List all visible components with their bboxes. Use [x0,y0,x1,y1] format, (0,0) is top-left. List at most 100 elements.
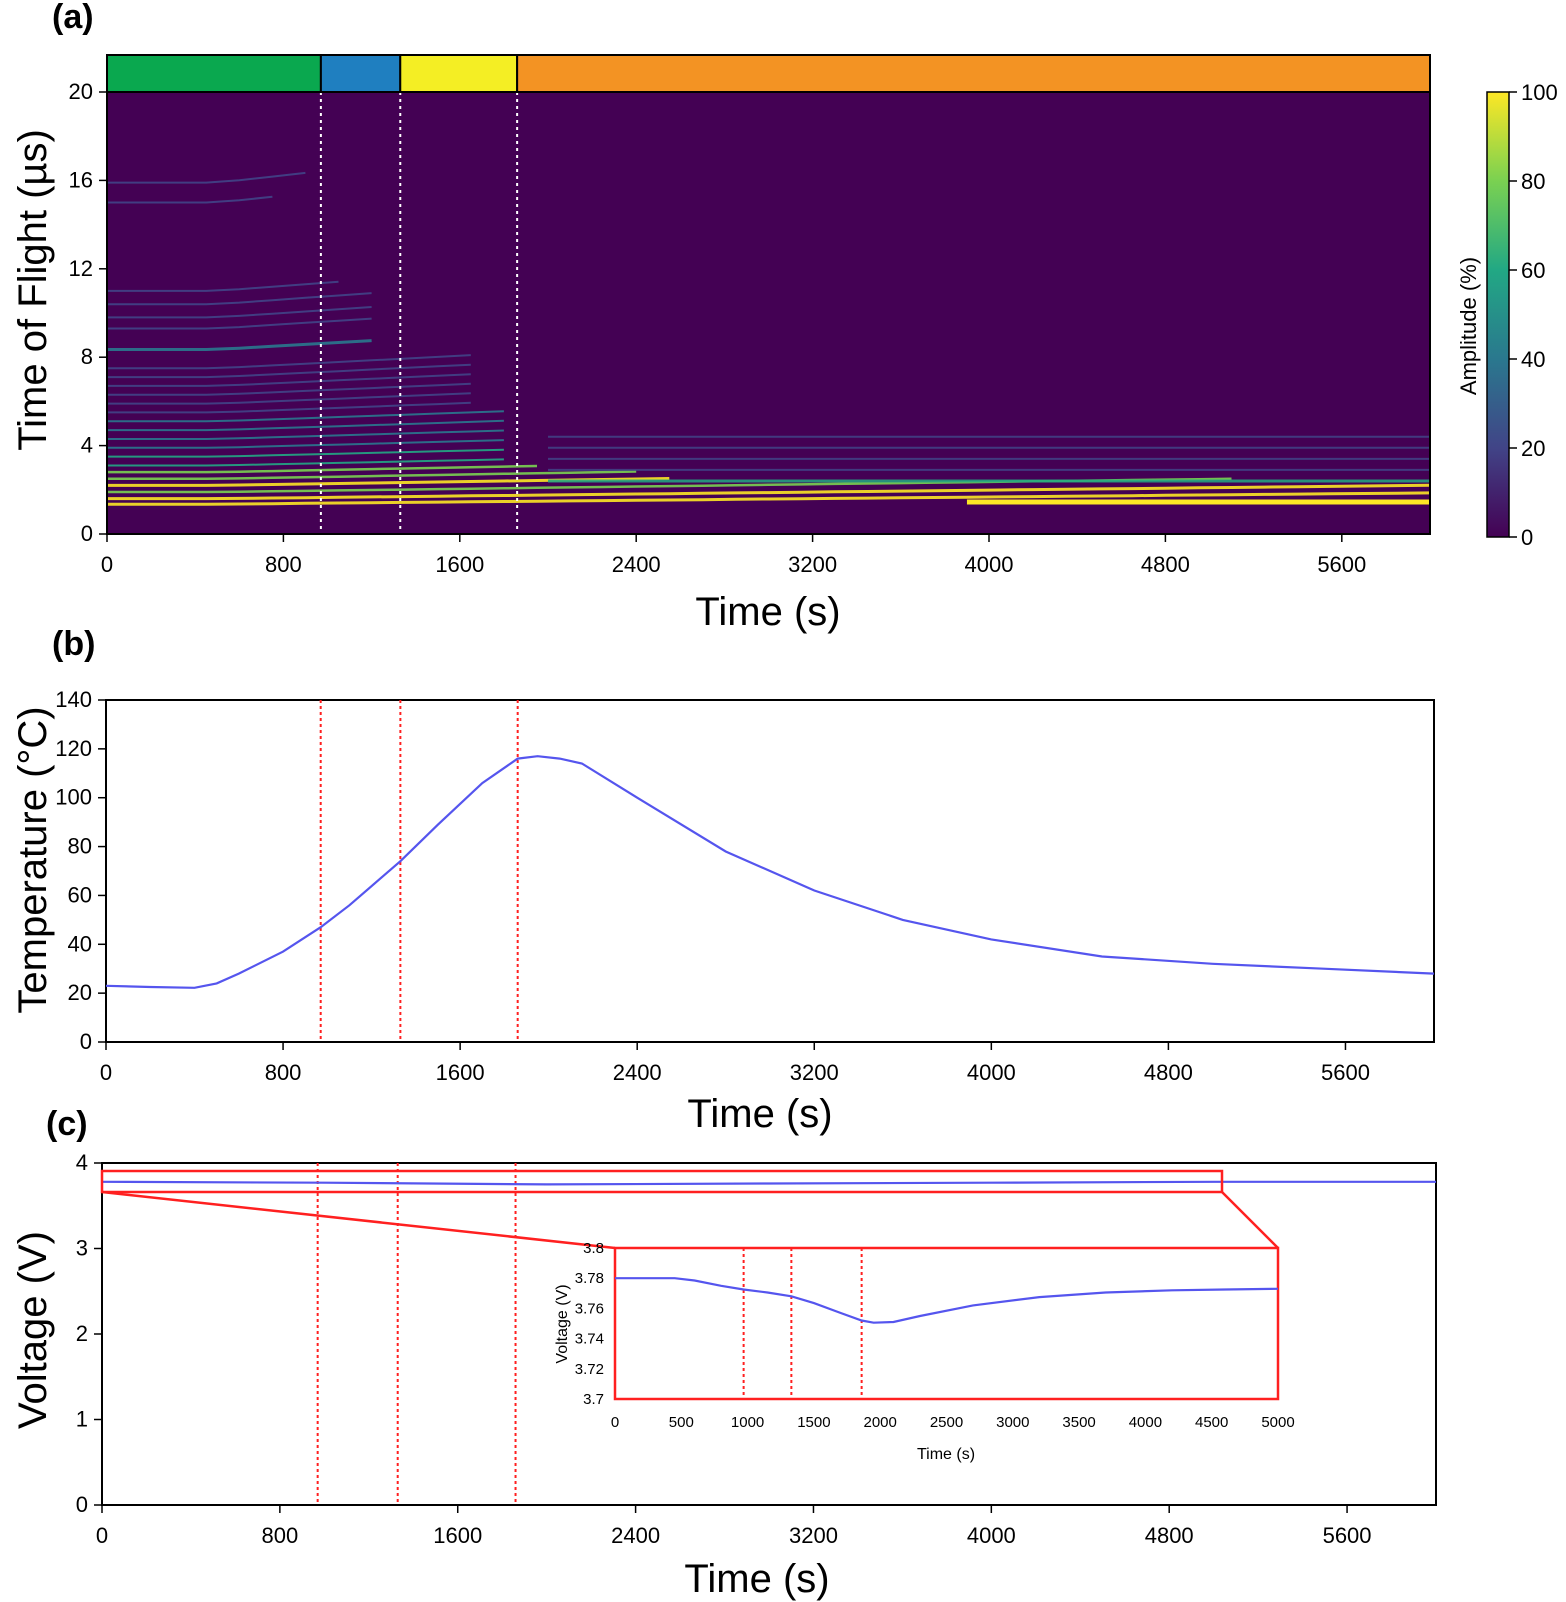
y-tick-label: 60 [68,882,92,907]
y-tick-label: 140 [55,687,92,712]
y-tick-label: 16 [69,167,93,192]
y-tick-label: 1 [76,1407,88,1432]
x-tick-label: 4800 [1144,1060,1193,1085]
inset-x-tick-label: 1000 [731,1414,764,1431]
heatmap-background [107,92,1430,534]
x-tick-label: 1600 [436,1060,485,1085]
y-axis: 0 4 8 12 16 20 [69,79,107,546]
temperature-line [106,755,1434,989]
panel-a: (a) 0 800 1600 2400 3200 4000 4800 5600 0481216… [11,0,1558,634]
phase-segment [319,54,402,93]
inset-x-tick-label: 3000 [996,1414,1029,1431]
inset-y-tick-label: 3.76 [575,1300,604,1317]
heatmap-band [107,464,538,474]
inset-x-tick-label: 3500 [1062,1414,1095,1431]
heatmap-frame [106,91,1431,535]
y-tick-label: 20 [68,980,92,1005]
heatmap-band [107,448,504,458]
x-tick-label: 0 [96,1523,108,1548]
zoom-connector-line [1221,1191,1279,1249]
heatmap-band [107,354,471,370]
x-axis-title: Time (s) [695,590,840,634]
zoom-connector-line [101,1190,616,1250]
heatmap-band [107,317,372,330]
colorbar-tick-label: 0 [1521,525,1533,550]
colorbar-title: Amplitude (%) [1456,257,1481,395]
colorbar-tick-label: 40 [1521,347,1545,372]
zoom-connectors [101,1190,1279,1250]
heatmap-band [107,382,471,396]
x-tick-label: 4800 [1141,552,1190,577]
colorbar-tick-label: 100 [1521,80,1558,105]
colorbar-tick-label: 80 [1521,169,1545,194]
phase-segment [106,54,322,93]
phase-segment [516,54,1431,93]
x-axis: 0 800 1600 2400 3200 4000 4800 5600 [101,534,1366,577]
x-tick-label: 1600 [435,552,484,577]
inset-plot: 0 500 1000 1500 2000 2500 3000 3500 4000 4500 5000… [554,1240,1295,1463]
x-tick-label: 2400 [613,1060,662,1085]
y-tick-label: 80 [68,834,92,859]
phase-segment [399,54,519,93]
heatmap-band [107,439,504,449]
colorbar-tick-label: 60 [1521,258,1545,283]
inset-x-tick-label: 500 [669,1414,694,1431]
y-tick-label: 8 [81,344,93,369]
inset-y-axis-title: Voltage (V) [554,1284,571,1363]
y-tick-label: 40 [68,931,92,956]
colorbar [1486,91,1510,538]
y-tick-label: 4 [81,433,93,458]
y-tick-label: 100 [55,785,92,810]
inset-voltage-line [615,1277,1279,1324]
heatmap-band [107,280,339,292]
x-tick-label: 4000 [967,1060,1016,1085]
phase-bar [106,54,1431,93]
y-axis: 0 20 40 60 80 100 120 140 [55,687,106,1054]
panel-b: (b) 0 800 1600 2400 3200 4000 4800 5600 0 20 40 60… [11,625,1435,1136]
heatmap-band [107,171,306,184]
inset-y-axis: 3.7 3.72 3.74 3.76 3.78 3.8 [575,1240,604,1408]
heatmap-band [107,373,471,387]
panel-c-label: (c) [46,1105,88,1143]
y-axis-title: Temperature (°C) [11,706,55,1013]
y-tick-label: 0 [76,1492,88,1517]
inset-x-tick-label: 5000 [1261,1414,1294,1431]
inset-x-tick-label: 4500 [1195,1414,1228,1431]
voltage-line [101,1180,1436,1186]
x-tick-label: 3200 [788,552,837,577]
y-tick-label: 0 [81,521,93,546]
panel-a-label: (a) [52,0,94,36]
inset-x-tick-label: 2000 [864,1414,897,1431]
heatmap-band [107,339,372,351]
x-tick-label: 5600 [1321,1060,1370,1085]
y-axis: 0 1 2 3 4 [76,1150,102,1517]
x-axis-title: Time (s) [687,1092,832,1136]
x-axis: 0 800 1600 2400 3200 4000 4800 5600 [96,1505,1372,1548]
inset-y-tick-label: 3.8 [583,1240,604,1257]
inset-x-axis: 0 500 1000 1500 2000 2500 3000 3500 4000 4500 5000 [611,1414,1295,1431]
x-tick-label: 3200 [789,1523,838,1548]
inset-phase-markers [742,1248,863,1399]
inset-y-tick-label: 3.72 [575,1361,604,1378]
inset-x-tick-label: 1500 [797,1414,830,1431]
y-tick-label: 12 [69,256,93,281]
heatmap-band [107,429,504,440]
heatmap-band [107,306,372,319]
heatmap-band [107,392,471,405]
y-tick-label: 4 [76,1150,88,1175]
heatmap-band [107,410,504,423]
zoom-region-box [100,1169,1224,1194]
x-tick-label: 2400 [611,1523,660,1548]
x-axis-title: Time (s) [684,1557,829,1601]
inset-y-tick-label: 3.74 [575,1331,604,1348]
heatmap-band [107,195,273,204]
y-tick-label: 20 [69,79,93,104]
heatmap-band [107,458,504,467]
x-tick-label: 800 [265,1060,302,1085]
panel-b-label: (b) [52,625,95,663]
x-tick-label: 800 [262,1523,299,1548]
inset-y-tick-label: 3.7 [583,1391,604,1408]
x-tick-label: 2400 [612,552,661,577]
y-axis-title: Time of Flight (µs) [11,129,55,451]
